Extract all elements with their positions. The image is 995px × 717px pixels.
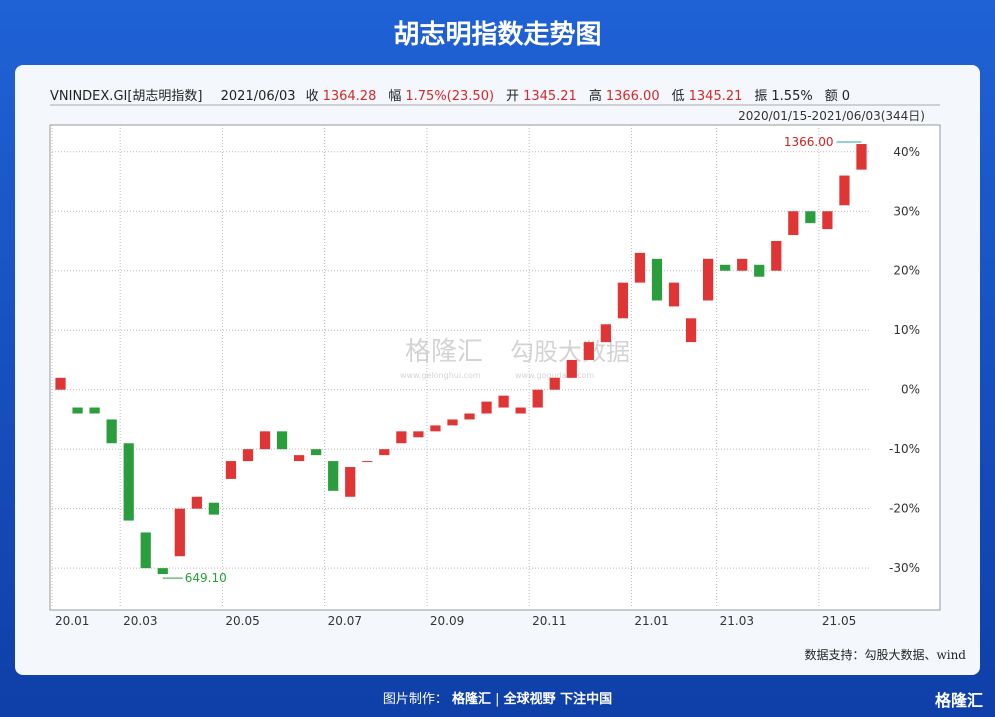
candle-body (89, 407, 100, 414)
x-tick-label: 20.01 (55, 614, 89, 628)
candle-body (839, 175, 850, 206)
candle-body (583, 342, 594, 360)
candle-body (413, 431, 424, 438)
y-tick-label: 30% (893, 204, 920, 218)
candle-body (720, 264, 731, 271)
field-label: 幅 (388, 89, 402, 104)
x-tick-label: 20.07 (328, 614, 362, 628)
candle-body (174, 508, 185, 557)
candle-body (617, 282, 629, 319)
field-label: 额 (824, 89, 838, 104)
candle-body (276, 431, 288, 450)
candle-body (396, 431, 407, 444)
candle-body (328, 461, 339, 491)
candle-body (242, 449, 254, 462)
candle-body (157, 568, 168, 575)
candle-body (634, 252, 646, 283)
candle-body (600, 324, 611, 343)
field-value: 1366.00 (605, 89, 660, 104)
candle-body (532, 389, 543, 408)
candle-body (771, 240, 782, 271)
candle-body (651, 258, 663, 301)
candle-body (72, 407, 83, 414)
candle-body (549, 377, 560, 390)
field-value: 1345.21 (523, 89, 577, 104)
y-tick-label: 20% (893, 264, 920, 278)
brand: 格隆汇 (451, 692, 491, 707)
date: 2021/06/03 (220, 89, 296, 104)
max-label: 1366.00 (784, 135, 834, 149)
field-value: 0 (841, 89, 851, 104)
field-label: 收 (305, 89, 319, 104)
watermark-url: www.gogudata.com (515, 371, 594, 380)
field-value: 1364.28 (322, 89, 377, 104)
candle-body (123, 443, 134, 521)
candle-body (208, 502, 220, 515)
candle-body (668, 282, 680, 307)
candle-body (293, 455, 305, 462)
candle-body (515, 407, 526, 414)
watermark-text: 格隆汇 (405, 337, 483, 367)
candle-body (362, 461, 373, 463)
footer: 图片制作： 格隆汇 | 全球视野 下注中国 (382, 692, 613, 707)
candle-body (685, 318, 697, 343)
candle-body (481, 401, 492, 414)
field-label: 振 (754, 89, 768, 104)
y-tick-label: -10% (889, 442, 920, 456)
x-tick-label: 20.09 (430, 614, 464, 628)
field-label: 低 (671, 89, 685, 104)
field-value: 1345.21 (688, 89, 743, 104)
candle-body (379, 449, 390, 456)
candle-body (822, 211, 833, 230)
candle-body (447, 419, 458, 426)
candle-body (55, 377, 66, 390)
maker: 图片制作： (382, 692, 448, 707)
corner-logo: 格隆汇 (934, 691, 983, 710)
field-label: 高 (588, 89, 602, 104)
candle-body (311, 449, 322, 456)
field-value: 1.55% (771, 89, 813, 104)
candle-body (856, 144, 867, 170)
chart: 格隆汇 www.gelonghui.com 勾股大数据 www.gogudata… (49, 104, 941, 628)
plot-frame (49, 124, 941, 611)
candle-body (805, 211, 816, 224)
x-tick-label: 20.05 (225, 614, 259, 628)
min-label: 649.10 (185, 571, 227, 585)
candle-body (464, 413, 475, 420)
x-tick-label: 20.03 (123, 614, 157, 628)
y-tick-label: 10% (893, 323, 920, 337)
slogan: 全球视野 下注中国 (503, 692, 613, 707)
x-tick-label: 21.03 (720, 614, 754, 628)
date-range: 2020/01/15-2021/06/03(344日) (738, 109, 925, 123)
x-tick-label: 21.05 (822, 614, 856, 628)
candle-body (430, 425, 441, 432)
y-tick-label: 40% (893, 145, 920, 159)
candle-body (737, 258, 748, 271)
candle-body (566, 359, 577, 378)
source: 数据支持：勾股大数据、wind (804, 648, 966, 662)
candle-body (788, 211, 799, 236)
y-tick-label: -30% (889, 561, 920, 575)
y-tick-label: -20% (889, 502, 920, 516)
candle-body (225, 461, 237, 479)
y-tick-label: 0% (901, 383, 920, 397)
candle-body (702, 258, 714, 301)
index-name: VNINDEX.GI[胡志明指数] (50, 89, 203, 104)
candle-body (191, 496, 202, 509)
field-label: 开 (506, 89, 520, 104)
candle-body (345, 467, 356, 497)
field-value: 1.75%(23.50) (405, 89, 495, 104)
x-tick-label: 21.01 (634, 614, 668, 628)
x-tick-label: 20.11 (532, 614, 566, 628)
candle-body (106, 419, 117, 444)
candle-body (754, 264, 765, 277)
candle-body (498, 395, 509, 408)
info-bar: VNINDEX.GI[胡志明指数] 2021/06/03 收 1364.28 幅 1.7… (50, 85, 862, 104)
candle-body (140, 532, 151, 569)
watermark-url: www.gelonghui.com (400, 371, 481, 380)
title: 胡志明指数走势图 (393, 20, 602, 50)
candle-body (259, 431, 271, 450)
card: VNINDEX.GI[胡志明指数] 2021/06/03 收 1364.28 幅 1.7… (15, 65, 980, 675)
